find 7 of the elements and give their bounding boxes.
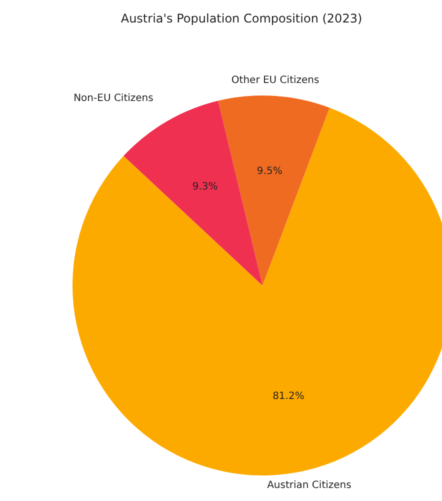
chart-title: Austria's Population Composition (2023)	[120, 12, 362, 26]
data-label: 9.5%	[256, 166, 282, 178]
slice-label: Austrian Citizens	[267, 480, 352, 491]
slice-label: Non-EU Citizens	[74, 92, 154, 104]
data-label: 81.2%	[272, 391, 304, 402]
data-label: 9.3%	[192, 182, 218, 193]
slice-label: Other EU Citizens	[231, 75, 320, 86]
